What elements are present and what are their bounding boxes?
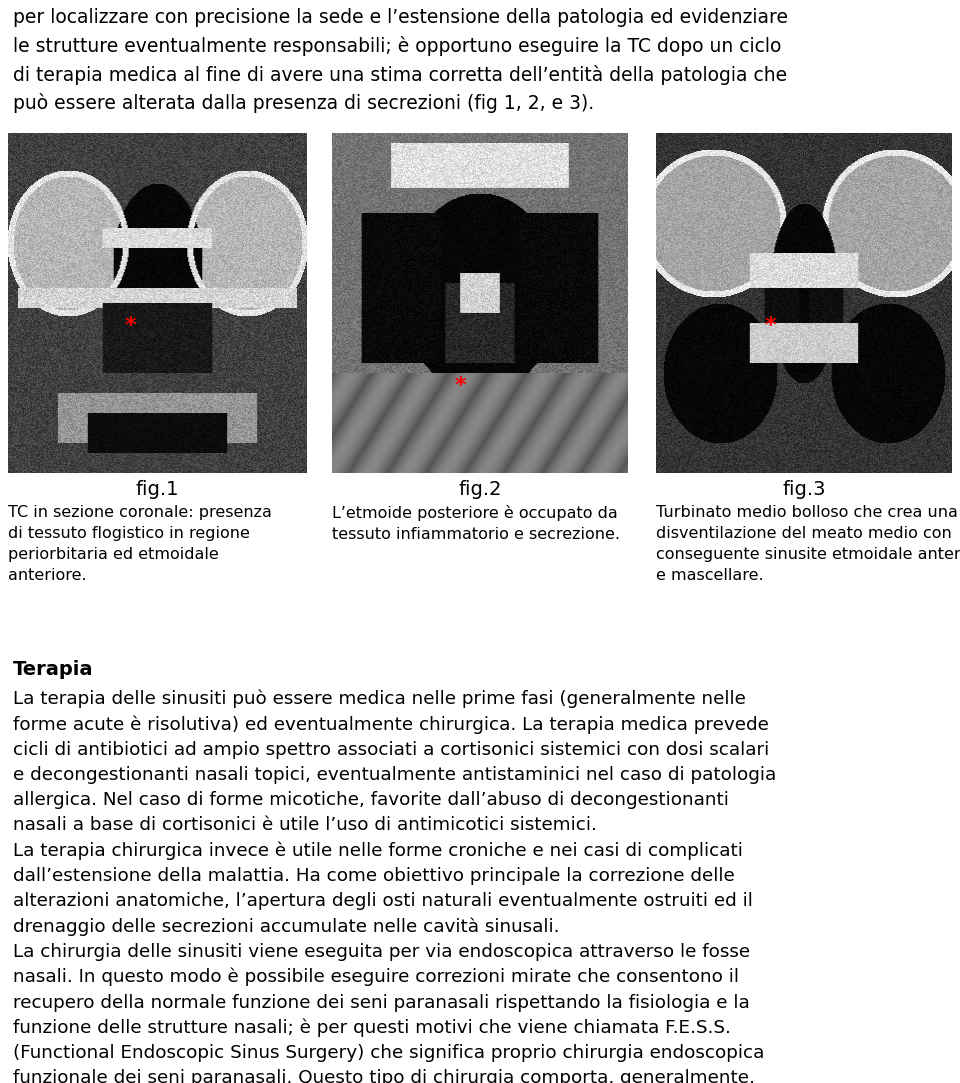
Text: TC in sezione coronale: presenza
di tessuto flogistico in regione
periorbitaria : TC in sezione coronale: presenza di tess… (8, 505, 272, 583)
Text: La terapia delle sinusiti può essere medica nelle prime fasi (generalmente nelle: La terapia delle sinusiti può essere med… (13, 690, 777, 1083)
Text: fig.3: fig.3 (782, 480, 826, 499)
Text: *: * (454, 376, 466, 396)
Text: *: * (124, 316, 135, 336)
Text: per localizzare con precisione la sede e l’estensione della patologia ed evidenz: per localizzare con precisione la sede e… (13, 8, 788, 114)
Text: fig.1: fig.1 (135, 480, 179, 499)
Text: L’etmoide posteriore è occupato da
tessuto infiammatorio e secrezione.: L’etmoide posteriore è occupato da tessu… (332, 505, 620, 542)
Text: *: * (764, 316, 776, 336)
Text: Turbinato medio bolloso che crea una
disventilazione del meato medio con
consegu: Turbinato medio bolloso che crea una dis… (656, 505, 960, 583)
Text: fig.2: fig.2 (458, 480, 502, 499)
Text: Terapia: Terapia (13, 660, 93, 679)
